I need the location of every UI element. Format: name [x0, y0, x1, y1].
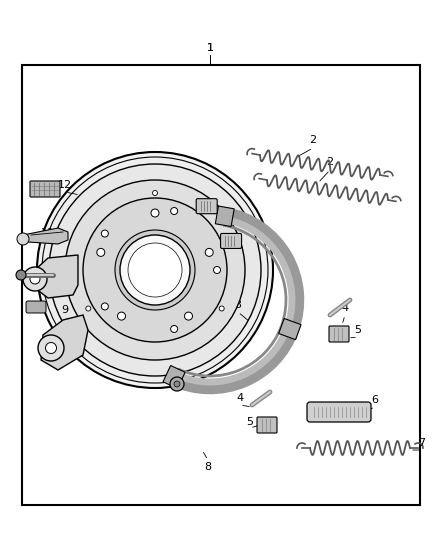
Circle shape — [171, 326, 178, 333]
Text: 9: 9 — [61, 305, 69, 315]
Text: 3: 3 — [229, 280, 236, 290]
FancyBboxPatch shape — [26, 301, 46, 313]
Text: 6: 6 — [371, 395, 378, 405]
Text: 5: 5 — [247, 417, 254, 427]
Circle shape — [49, 164, 261, 376]
Circle shape — [117, 312, 126, 320]
Circle shape — [83, 198, 227, 342]
Circle shape — [184, 312, 193, 320]
Circle shape — [213, 266, 220, 273]
Text: 4: 4 — [237, 393, 244, 403]
Circle shape — [120, 235, 190, 305]
Circle shape — [23, 267, 47, 291]
Circle shape — [115, 230, 195, 310]
Circle shape — [42, 157, 268, 383]
Text: 7: 7 — [418, 438, 426, 448]
Text: 12: 12 — [58, 180, 72, 190]
Circle shape — [37, 152, 273, 388]
Circle shape — [101, 303, 108, 310]
Polygon shape — [21, 228, 68, 244]
Circle shape — [46, 343, 57, 353]
FancyBboxPatch shape — [196, 199, 217, 214]
FancyBboxPatch shape — [30, 181, 60, 197]
Text: 11: 11 — [41, 228, 55, 238]
Circle shape — [174, 381, 180, 387]
Polygon shape — [215, 206, 234, 227]
Text: 8: 8 — [205, 462, 212, 472]
Circle shape — [205, 248, 213, 256]
Text: 5: 5 — [354, 325, 361, 335]
Polygon shape — [279, 319, 301, 340]
Text: 2: 2 — [326, 157, 334, 167]
Polygon shape — [163, 366, 185, 389]
Text: 3: 3 — [234, 300, 241, 310]
Polygon shape — [41, 315, 88, 370]
Circle shape — [97, 248, 105, 256]
FancyBboxPatch shape — [307, 402, 371, 422]
Circle shape — [16, 270, 26, 280]
Circle shape — [65, 180, 245, 360]
Text: 4: 4 — [342, 303, 349, 313]
Circle shape — [86, 306, 91, 311]
FancyBboxPatch shape — [329, 326, 349, 342]
Polygon shape — [35, 255, 78, 298]
Circle shape — [17, 233, 29, 245]
FancyBboxPatch shape — [221, 233, 241, 248]
Circle shape — [171, 207, 178, 215]
Circle shape — [101, 230, 108, 237]
Text: 10: 10 — [41, 263, 55, 273]
Text: 1: 1 — [206, 43, 213, 53]
Circle shape — [219, 306, 224, 311]
FancyBboxPatch shape — [257, 417, 277, 433]
Circle shape — [152, 190, 158, 196]
Circle shape — [128, 243, 182, 297]
Circle shape — [170, 377, 184, 391]
Circle shape — [151, 209, 159, 217]
Text: 1: 1 — [206, 43, 213, 53]
Text: 2: 2 — [309, 135, 317, 145]
Bar — [22, 65, 420, 505]
Circle shape — [30, 274, 40, 284]
Circle shape — [38, 335, 64, 361]
